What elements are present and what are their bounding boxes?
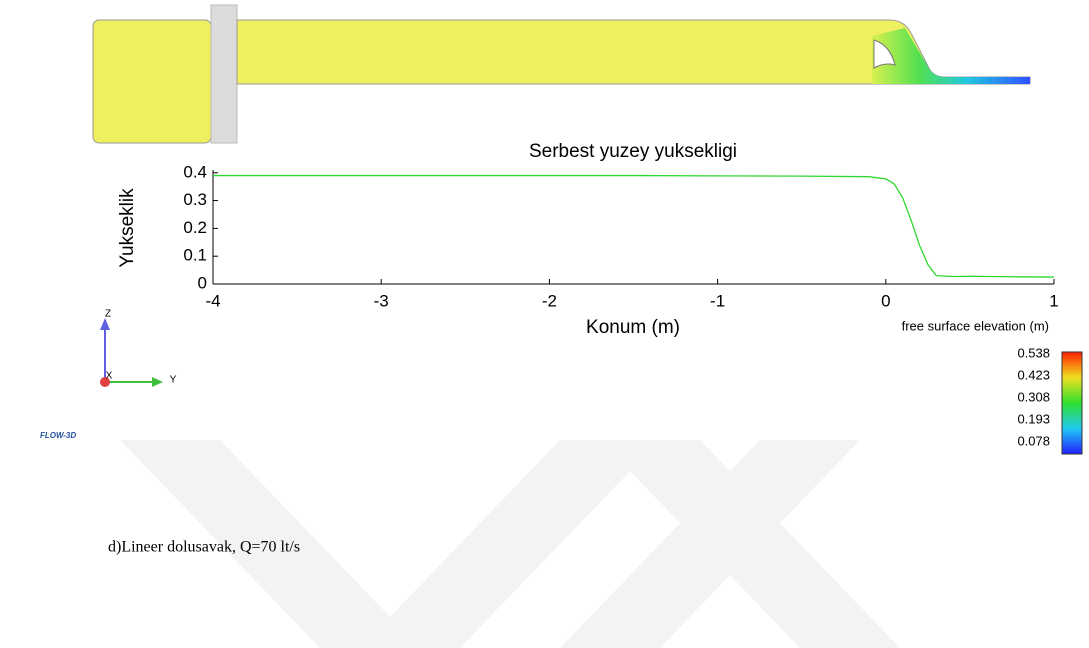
colorbar xyxy=(1061,351,1083,455)
y-tick-label: 0.3 xyxy=(183,190,207,209)
x-label: X xyxy=(106,371,113,382)
watermark xyxy=(120,440,900,648)
plate xyxy=(210,4,238,144)
spillway-flow xyxy=(872,28,1030,84)
x-tick-label: 1 xyxy=(1049,291,1058,310)
x-tick-label: -3 xyxy=(374,291,389,310)
spillway xyxy=(873,39,896,69)
colorbar-label: free surface elevation (m) xyxy=(902,318,1049,333)
colorbar-tick-label: 0.538 xyxy=(1017,345,1050,360)
x-axis-label: Konum (m) xyxy=(586,317,680,338)
chart-title: Serbest yuzey yuksekligi xyxy=(529,141,737,162)
z-arrow xyxy=(100,318,110,330)
triad: Z Y X xyxy=(100,309,177,387)
x-tick-label: -2 xyxy=(542,291,557,310)
colorbar-tick-label: 0.423 xyxy=(1017,367,1050,382)
y-tick-label: 0.2 xyxy=(183,218,207,237)
x-tick-label: -1 xyxy=(710,291,725,310)
y-label: Y xyxy=(170,375,177,386)
caption: d)Lineer dolusavak, Q=70 lt/s xyxy=(108,539,300,556)
colorbar-tick-label: 0.308 xyxy=(1017,389,1050,404)
x-tick-label: 0 xyxy=(881,291,890,310)
colorbar-tick-label: 0.193 xyxy=(1017,411,1050,426)
tank xyxy=(92,19,212,144)
x-tick-label: -4 xyxy=(205,291,220,310)
y-tick-label: 0.1 xyxy=(183,246,207,265)
logo: FLOW-3D xyxy=(40,431,76,440)
colorbar-tick-label: 0.078 xyxy=(1017,433,1050,448)
simulation-view xyxy=(92,4,1031,144)
x-axis xyxy=(100,377,110,387)
y-tick-label: 0 xyxy=(198,273,207,292)
y-axis-label: Yukseklik xyxy=(117,188,138,268)
y-arrow xyxy=(152,377,163,387)
data-line xyxy=(213,174,1055,278)
y-tick-label: 0.4 xyxy=(183,162,207,181)
z-label: Z xyxy=(105,309,111,320)
